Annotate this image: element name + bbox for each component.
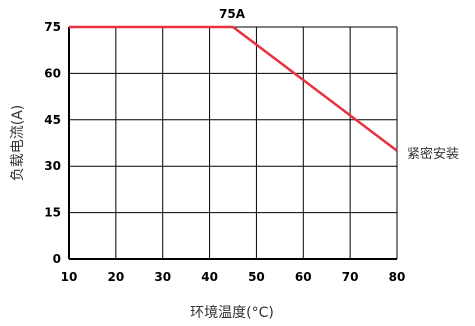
axes	[68, 27, 397, 260]
x-axis-label: 环境温度(°C)	[190, 305, 274, 321]
x-tick-label-60: 60	[295, 270, 312, 284]
x-tick-label-20: 20	[108, 270, 125, 284]
y-tick-label-30: 30	[44, 159, 61, 173]
y-tick-label-75: 75	[44, 20, 61, 34]
series-layer	[69, 25, 398, 152]
grid	[69, 26, 398, 259]
x-tick-labels: 10 20 30 40 50 60 70 80	[61, 270, 406, 284]
y-tick-label-45: 45	[44, 113, 61, 127]
series-line-0	[69, 25, 398, 152]
y-axis-label: 负载电流(A)	[10, 105, 26, 182]
x-tick-label-80: 80	[389, 270, 406, 284]
y-tick-label-60: 60	[44, 66, 61, 80]
chart-title: 75A	[219, 7, 246, 21]
y-tick-label-0: 0	[53, 252, 61, 266]
series-label: 紧密安装	[407, 146, 459, 162]
x-tick-label-40: 40	[201, 270, 218, 284]
y-tick-label-15: 15	[44, 206, 61, 220]
y-tick-labels: 0 15 30 45 60 75	[44, 20, 61, 266]
x-tick-label-50: 50	[248, 270, 265, 284]
x-tick-label-10: 10	[61, 270, 78, 284]
x-tick-label-70: 70	[342, 270, 359, 284]
x-tick-label-30: 30	[154, 270, 171, 284]
